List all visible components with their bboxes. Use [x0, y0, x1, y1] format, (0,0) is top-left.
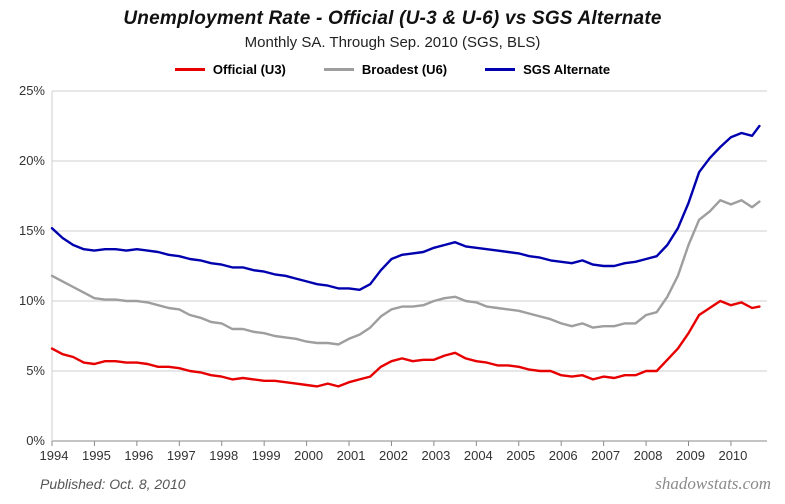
footer: Published: Oct. 8, 2010 shadowstats.com: [0, 474, 785, 494]
legend-item-official-u3: Official (U3): [174, 61, 286, 77]
x-tick-label-2007: 2007: [591, 448, 620, 463]
x-tick-label-2005: 2005: [506, 448, 535, 463]
series-line-u6: [50, 198, 761, 346]
chart-title: Unemployment Rate - Official (U-3 & U-6)…: [123, 8, 662, 29]
x-tick-label-1998: 1998: [209, 448, 238, 463]
x-tick-label-2009: 2009: [676, 448, 705, 463]
published-text: Published: Oct. 8, 2010: [40, 476, 186, 492]
x-tick-label-1995: 1995: [82, 448, 111, 463]
x-tick-label-2000: 2000: [294, 448, 323, 463]
x-tick-label-2002: 2002: [379, 448, 408, 463]
chart-subtitle: Monthly SA. Through Sep. 2010 (SGS, BLS): [244, 34, 541, 51]
site-text: shadowstats.com: [655, 474, 771, 493]
x-tick-label-1996: 1996: [124, 448, 153, 463]
y-tick-label-25: 25%: [19, 83, 45, 98]
x-tick-label-2006: 2006: [549, 448, 578, 463]
legend-swatch-u3-icon: [174, 67, 205, 71]
y-tick-label-0: 0%: [26, 433, 45, 448]
x-tick-label-2004: 2004: [464, 448, 493, 463]
x-tick-label-1997: 1997: [167, 448, 196, 463]
y-tick-label-20: 20%: [19, 153, 45, 168]
x-tick-label-1994: 1994: [40, 448, 69, 463]
legend-label-u3: Official (U3): [212, 61, 286, 77]
legend-item-sgs-alternate: SGS Alternate: [485, 62, 610, 77]
y-tick-label-10: 10%: [19, 293, 45, 308]
legend-label-u6: Broadest (U6): [361, 61, 448, 77]
legend-swatch-u6-icon: [323, 67, 354, 71]
x-tick-label-1999: 1999: [252, 448, 281, 463]
legend: Official (U3) Broadest (U6) SGS Alternat…: [0, 59, 785, 79]
x-tick-label-2001: 2001: [337, 448, 366, 463]
x-tick-label-2003: 2003: [421, 448, 450, 463]
y-tick-label-15: 15%: [19, 223, 45, 238]
series-line-u3: [50, 299, 761, 388]
legend-swatch-sgs-icon: [485, 67, 516, 71]
legend-item-broadest-u6: Broadest (U6): [323, 61, 448, 77]
legend-label-sgs: SGS Alternate: [523, 61, 611, 77]
y-tick-label-5: 5%: [26, 363, 45, 378]
chart-svg: 0% 5% 10% 15% 20% 25% 1994 1995 1996 1997 1998 1999…: [19, 83, 767, 463]
x-tick-label-2008: 2008: [634, 448, 663, 463]
x-tick-label-2010: 2010: [718, 448, 747, 463]
chart-area: 0% 5% 10% 15% 20% 25% 1994 1995 1996 1997 1998 1999…: [0, 81, 785, 478]
series-line-sgs: [50, 124, 761, 292]
